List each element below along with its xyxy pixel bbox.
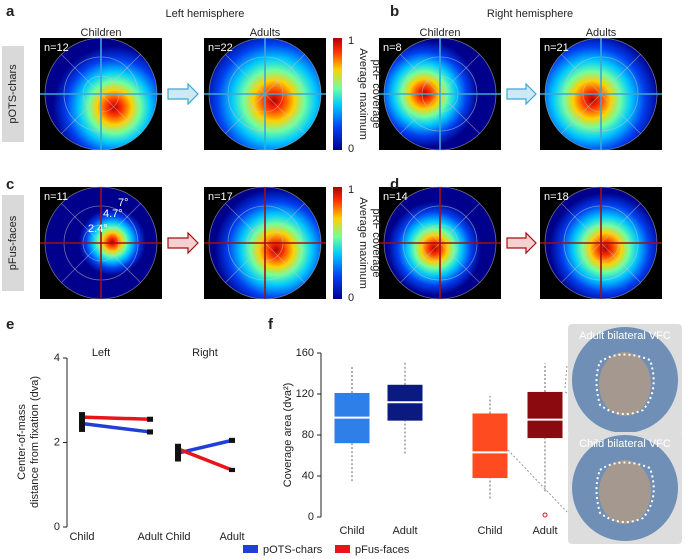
x-tick-label: Child xyxy=(165,531,190,543)
legend-label: pOTS-chars xyxy=(263,544,323,556)
eccentricity-label: 7° xyxy=(118,197,129,209)
y-tick-label: 2 xyxy=(54,436,60,448)
n-label: n=14 xyxy=(383,191,408,203)
y-axis-label: distance from fixation (dva) xyxy=(29,376,41,508)
face xyxy=(599,460,651,524)
series-line xyxy=(81,421,151,434)
group-title: Children xyxy=(81,27,122,39)
box xyxy=(527,391,563,439)
row-label: pFus-faces xyxy=(7,215,19,270)
colorbar-label: pRF coverage xyxy=(370,208,382,277)
vfc-outline xyxy=(595,461,655,523)
row-label-box xyxy=(2,46,24,142)
group-title: Adults xyxy=(250,27,281,39)
pointer xyxy=(507,365,568,513)
legend-swatch xyxy=(243,545,258,553)
colorbar-min: 0 xyxy=(348,292,354,304)
n-label: n=18 xyxy=(544,191,569,203)
error-bar xyxy=(175,443,181,454)
arrow xyxy=(506,231,537,255)
x-tick-label: Adult xyxy=(392,525,417,537)
x-tick-label: Child xyxy=(69,531,94,543)
pointer xyxy=(564,391,568,394)
panel-label: f xyxy=(268,316,274,333)
error-bar xyxy=(229,467,235,473)
hemisphere-title: Right hemisphere xyxy=(487,8,573,20)
y-tick-label: 160 xyxy=(296,347,314,359)
x-tick-label: Adult xyxy=(532,525,557,537)
plots: 0 2 4 Center-of-mass distance from fixation … xyxy=(16,324,682,556)
series-line xyxy=(177,447,233,472)
legend-swatch xyxy=(335,545,350,553)
eccentricity-label: 2.4° xyxy=(88,223,108,235)
eccentricity-label: 4.7° xyxy=(103,208,123,220)
colorbar xyxy=(333,38,342,150)
y-tick-label: 0 xyxy=(54,521,60,533)
n-label: n=12 xyxy=(44,42,69,54)
y-tick-label: 120 xyxy=(296,388,314,400)
panel-label: b xyxy=(390,3,399,20)
colorbar-max: 1 xyxy=(348,184,354,196)
n-label: n=22 xyxy=(208,42,233,54)
colorbar xyxy=(333,187,342,299)
y-tick-label: 40 xyxy=(302,470,314,482)
y-axis-label: Center-of-mass xyxy=(16,404,28,480)
arrow xyxy=(167,231,199,255)
x-tick-label: Adult xyxy=(137,531,162,543)
colorbar-label: Average maximum xyxy=(357,48,369,140)
y-tick-label: 0 xyxy=(308,511,314,523)
y-tick-label: 80 xyxy=(302,429,314,441)
group-label: Right xyxy=(192,347,218,359)
colorbar-min: 0 xyxy=(348,143,354,155)
y-axis-label: Coverage area (dva²) xyxy=(282,383,294,488)
error-bar xyxy=(79,412,85,423)
error-bar xyxy=(229,437,235,443)
x-tick-label: Child xyxy=(477,525,502,537)
vfc-outline xyxy=(595,353,655,415)
outlier xyxy=(542,512,548,518)
row-label: pOTS-chars xyxy=(7,64,19,124)
group-label: Left xyxy=(92,347,110,359)
arrow xyxy=(167,82,199,106)
n-label: n=21 xyxy=(544,42,569,54)
colorbar-label: Average maximum xyxy=(357,197,369,289)
panel-label: d xyxy=(390,176,399,193)
y-tick-label: 4 xyxy=(54,352,60,364)
arrow xyxy=(506,82,537,106)
x-tick-label: Child xyxy=(339,525,364,537)
hemisphere-title: Left hemisphere xyxy=(166,8,245,20)
row-label-box xyxy=(2,195,24,291)
colorbar-max: 1 xyxy=(348,35,354,47)
face xyxy=(599,352,651,416)
legend-label: pFus-faces xyxy=(355,544,410,556)
n-label: n=11 xyxy=(44,191,68,203)
series-line xyxy=(81,415,151,422)
box xyxy=(472,413,508,479)
group-title: Children xyxy=(420,27,461,39)
vfc-label: Child bilateral VFC xyxy=(579,438,671,450)
vfc-label: Adult bilateral VFC xyxy=(579,330,671,342)
error-bar xyxy=(79,415,85,432)
panel-label: e xyxy=(6,316,14,333)
x-tick-label: Adult xyxy=(219,531,244,543)
n-label: n=17 xyxy=(208,191,233,203)
group-title: Adults xyxy=(586,27,617,39)
panel-label: c xyxy=(6,176,14,193)
error-bar xyxy=(147,416,153,422)
error-bar xyxy=(147,429,153,435)
colorbar-label: pRF coverage xyxy=(370,59,382,128)
n-label: n=8 xyxy=(383,42,402,54)
panel-label: a xyxy=(6,3,15,20)
